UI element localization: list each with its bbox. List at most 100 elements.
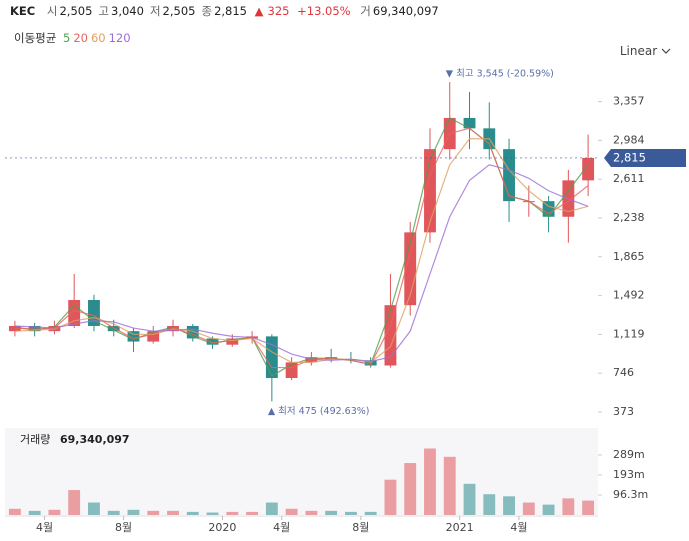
y-tick-label: 746 [613,366,634,379]
x-tick-label: 8월 [115,521,132,534]
volume-bar [582,500,595,515]
candle-body [265,336,278,378]
candle-body [463,117,476,129]
volume-pane [5,428,598,515]
quote-value: 2,815 [214,4,247,18]
candle-body [226,338,239,345]
x-tick-label: 4월 [273,521,290,534]
volume-value: 69,340,097 [372,4,439,18]
candle-body [542,201,555,217]
candle-body [582,157,595,181]
volume-bar [522,502,535,515]
volume-bar [246,511,259,515]
volume-bar [404,463,417,515]
volume-bar [463,483,476,515]
quote-key: 종 [201,4,213,18]
x-tick-label: 4월 [510,521,527,534]
high-annotation: ▼ 최고 3,545 (-20.59%) [446,69,554,80]
candle-body [404,232,417,306]
stock-name: KEC [10,4,36,18]
candle-body [503,149,515,202]
x-tick-label: 8월 [352,521,369,534]
y-tick-label: 1,119 [613,327,645,340]
chevron-icon [661,48,671,54]
y-tick-label: 289m [613,448,645,461]
volume-bar [28,510,41,515]
change-symbol: ▲ [254,4,264,18]
volume-bar [483,494,496,515]
volume-bar [8,508,21,515]
volume-bar [305,510,318,515]
moving-average-line [14,117,589,377]
y-tick-label: 2,238 [613,211,645,224]
volume-subtitle: 69,340,097 [60,433,130,446]
ma-legend-label: 이동평균 [14,31,57,45]
candle-body [206,338,219,345]
change: 325 [267,4,290,18]
volume-bar [424,448,436,515]
y-tick-label: 3,357 [613,95,645,108]
volume-bar [127,509,140,515]
quote-value: 2,505 [59,4,93,18]
volume-bar [147,510,160,515]
ma-legend-entry: 60 [90,31,106,45]
ma-legend-entry: 20 [73,31,88,45]
y-tick-label: 96.3m [613,488,648,501]
y-tick-label: 193m [613,468,645,481]
volume-bar [562,498,575,515]
candle-body [88,299,100,326]
volume-bar [107,510,120,515]
quote-value: 3,040 [111,4,144,18]
last-price-tag [604,148,686,167]
volume-bar [167,510,179,515]
volume-bar [206,512,219,515]
ma-legend: 이동평균 5 20 60 120 [14,30,134,46]
candle-body [384,305,397,366]
volume-bar [285,508,298,515]
volume-bar [364,511,377,515]
volume-bar [542,504,555,515]
ma-legend-entry: 5 [62,31,71,45]
x-tick-label: 2021 [446,521,474,534]
volume-bar [503,496,515,515]
volume-bar [226,511,239,515]
scale-label: Linear [619,44,658,58]
moving-average-line [14,127,589,369]
candle-body [127,331,140,342]
volume-title: 거래량 [20,433,50,446]
ma-legend-entry: 120 [108,31,131,45]
candle-body [68,299,81,326]
volume-bar [48,509,61,515]
volume-bar [344,511,357,515]
volume-bar [186,511,199,515]
candle-body [186,325,199,339]
volume-bar [265,502,278,515]
quote-key: 저 [149,4,161,18]
quote-key: 고 [98,4,109,18]
quote-value: 2,505 [162,4,196,18]
candle-body [285,362,298,378]
volume-bar [325,510,338,515]
candle-body [147,331,160,342]
scale-button[interactable]: Linear [620,44,671,58]
change-pct: +13.05% [297,4,351,18]
y-tick-label: 373 [613,405,634,418]
moving-average-line [14,138,589,364]
y-tick-label: 1,492 [613,289,645,302]
quote-key: 시 [46,4,58,18]
quote-items: 시 2,505 고 3,040 저 2,505 종 2,815 [41,4,247,18]
y-tick-label: 2,984 [613,133,645,146]
y-tick-label: 2,611 [613,172,645,185]
y-tick-label: 1,865 [613,250,645,263]
x-tick-label: 4월 [36,521,53,534]
volume-bar [384,479,397,515]
candle-body [424,149,436,233]
last-price-label: 2,815 [613,150,646,164]
volume-bar [68,490,81,515]
volume-bar [88,502,100,515]
moving-average-line [14,164,589,362]
volume-key: 거 [360,4,371,18]
volume-bar [443,456,456,515]
x-tick-label: 2020 [208,521,236,534]
